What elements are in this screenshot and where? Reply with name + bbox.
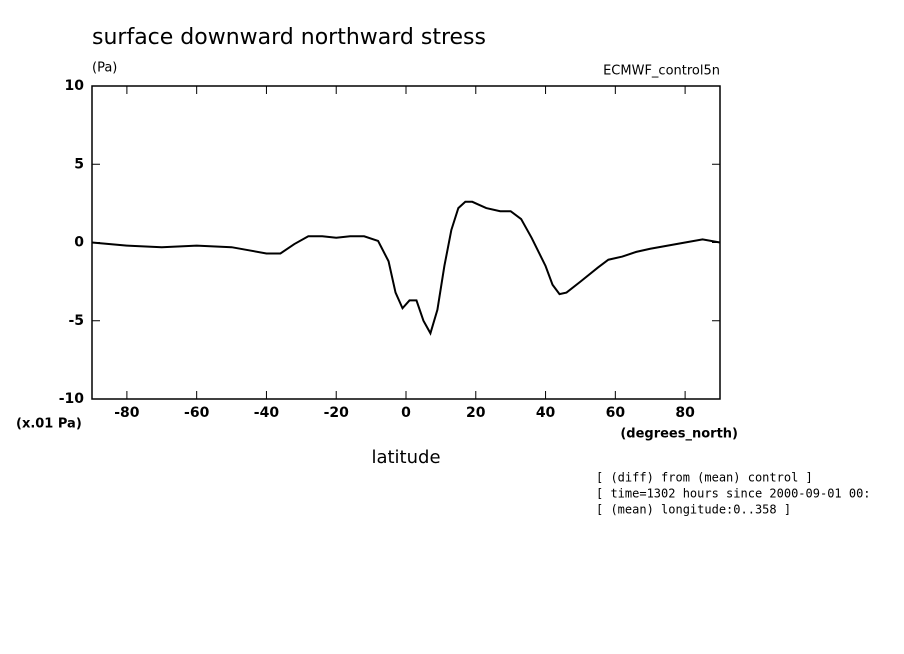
x-tick-label: 40: [536, 405, 556, 421]
plot-frame: [91, 85, 721, 400]
x-tick-label: 0: [401, 405, 411, 421]
x-tick-label: -60: [184, 405, 210, 421]
y-unit: (Pa): [92, 61, 117, 76]
x-tick-label: 20: [466, 405, 486, 421]
y-tick-label: 5: [74, 156, 84, 172]
dataset-label: ECMWF_control5n: [603, 64, 720, 79]
annotation: [ (diff) from (mean) control ]: [596, 471, 813, 485]
y-scale-note: (x.01 Pa): [16, 417, 82, 432]
x-tick-label: 60: [606, 405, 626, 421]
x-tick-label: -80: [114, 405, 140, 421]
x-unit: (degrees_north): [620, 427, 738, 442]
y-tick-label: 10: [65, 78, 85, 94]
x-axis-label: latitude: [371, 447, 440, 468]
annotation: [ time=1302 hours since 2000-09-01 00:: [596, 487, 871, 501]
x-tick-label: -20: [324, 405, 350, 421]
data-line: [91, 200, 721, 336]
y-tick-label: -5: [68, 313, 84, 329]
annotation: [ (mean) longitude:0..358 ]: [596, 503, 791, 517]
chart-title: surface downward northward stress: [92, 25, 486, 50]
y-tick-label: -10: [59, 391, 85, 407]
y-tick-label: 0: [74, 235, 84, 251]
x-tick-label: 80: [675, 405, 695, 421]
x-tick-label: -40: [254, 405, 280, 421]
